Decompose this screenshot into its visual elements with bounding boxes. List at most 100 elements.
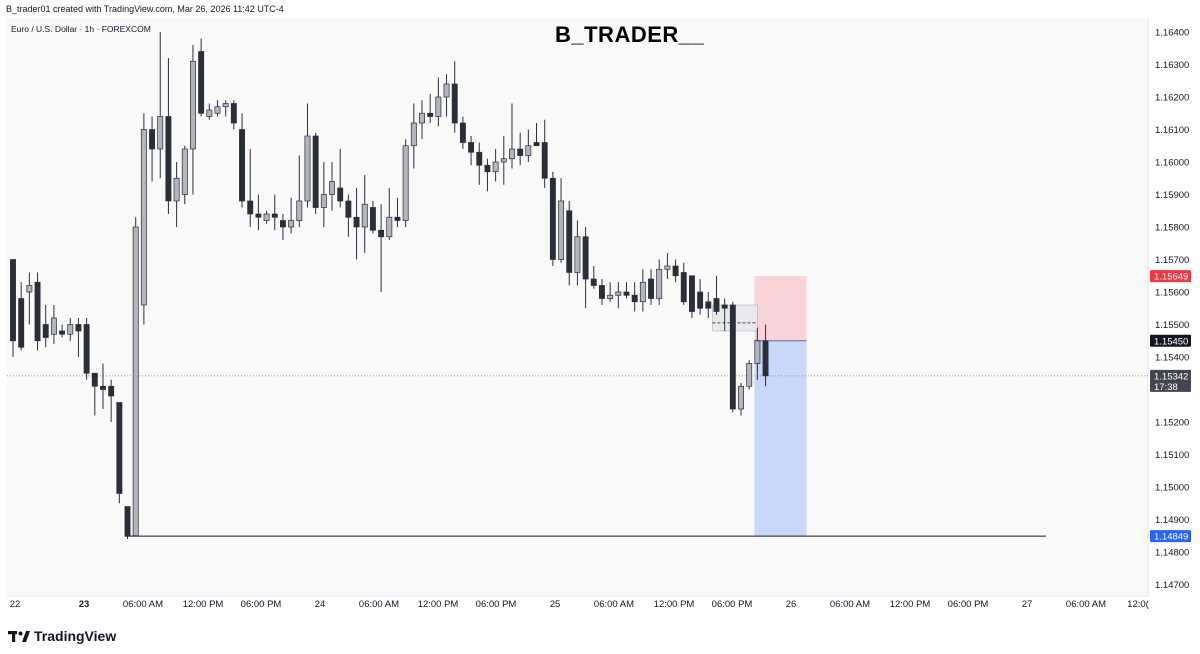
candle-body	[34, 281, 41, 342]
time-tick-label: 12:00 PM	[183, 599, 224, 610]
symbol-legend[interactable]: Euro / U.S. Dollar · 1h · FOREXCOM	[11, 24, 151, 34]
candle	[181, 145, 188, 205]
candle-body	[549, 177, 556, 260]
countdown-label: 17:38	[1154, 382, 1178, 393]
price-tick-label: 1.15100	[1155, 450, 1189, 461]
candle	[247, 149, 254, 227]
candle	[386, 188, 393, 240]
candle-body	[533, 142, 540, 147]
candle	[312, 132, 319, 214]
chart-plot-area[interactable]	[7, 18, 1148, 596]
candle-body	[680, 272, 687, 303]
candle-body	[50, 317, 57, 335]
candle	[509, 103, 515, 169]
candle	[75, 318, 82, 357]
candle-body	[279, 220, 286, 228]
candle-body	[623, 291, 630, 296]
candle-body	[631, 294, 638, 303]
candle	[492, 149, 499, 182]
candle-body	[541, 142, 548, 179]
candle-body	[599, 285, 605, 299]
candle-body	[590, 278, 597, 286]
candle	[353, 188, 360, 260]
candle-body	[271, 213, 278, 218]
candle	[26, 272, 33, 325]
candle	[165, 58, 172, 214]
candle	[100, 363, 106, 409]
candle-body	[181, 148, 188, 195]
candle-body	[255, 213, 262, 218]
candle	[623, 282, 630, 299]
candle-body	[484, 164, 491, 173]
candle	[599, 279, 605, 305]
candle-body	[525, 145, 532, 156]
candle-body	[124, 506, 131, 537]
candle	[42, 305, 49, 348]
candle-body	[746, 363, 753, 387]
candle	[639, 269, 646, 312]
candle	[149, 116, 156, 182]
stop-loss-zone	[754, 276, 807, 341]
candle-body	[149, 129, 156, 150]
candle-body	[132, 226, 139, 537]
candle-body	[697, 291, 704, 309]
price-tick-label: 1.16000	[1155, 158, 1189, 169]
current-price-badge: 1.15342	[1154, 371, 1188, 382]
price-tick-label: 1.15800	[1155, 223, 1189, 234]
candle	[329, 162, 335, 211]
candle	[410, 103, 417, 169]
candle-body	[410, 122, 417, 147]
candle	[574, 220, 581, 286]
candle	[173, 162, 180, 227]
candle	[108, 379, 115, 422]
candle	[419, 100, 425, 140]
price-tick-label: 1.16100	[1155, 125, 1189, 136]
candle	[255, 194, 262, 231]
time-tick-label: 12:0(	[1127, 599, 1149, 610]
time-tick-label: 06:00 PM	[948, 599, 989, 610]
candle-body	[509, 148, 515, 160]
candle	[116, 402, 123, 504]
candle	[427, 93, 434, 123]
candle	[729, 301, 736, 413]
tradingview-brand[interactable]: TradingView	[8, 626, 116, 646]
candle-body	[517, 148, 524, 156]
candle	[607, 282, 614, 302]
candle	[140, 113, 147, 325]
price-tick-label: 1.14800	[1155, 548, 1189, 559]
candle-body	[198, 51, 205, 114]
candle	[214, 100, 221, 117]
candle	[746, 360, 753, 390]
time-tick-label: 25	[550, 599, 561, 610]
candle	[459, 116, 466, 149]
candle-body	[443, 83, 450, 98]
candle-body	[615, 291, 622, 296]
candle-body	[492, 161, 499, 173]
candle	[713, 275, 720, 315]
time-tick-label: 06:00 PM	[476, 599, 517, 610]
candle	[239, 113, 245, 208]
candle	[541, 119, 548, 188]
time-tick-label: 06:00 AM	[123, 599, 163, 610]
candle	[688, 275, 695, 318]
candle-body	[116, 402, 123, 494]
candle	[476, 142, 483, 185]
candle	[279, 214, 286, 240]
time-tick-label: 06:00 AM	[1066, 599, 1106, 610]
candle	[157, 32, 164, 179]
time-tick-label: 23	[79, 599, 90, 610]
candle-body	[558, 200, 565, 260]
top-bar: B_trader01 created with TradingView.com,…	[0, 0, 1200, 18]
candle-body	[296, 200, 303, 221]
time-tick-label: 12:00 PM	[890, 599, 931, 610]
candle	[672, 259, 679, 283]
price-tick-label: 1.15700	[1155, 255, 1189, 266]
candle	[50, 305, 57, 344]
candle-body	[386, 216, 393, 238]
candles	[10, 32, 769, 539]
stop-price-badge: 1.15649	[1154, 272, 1188, 283]
candle	[664, 253, 671, 279]
candle	[680, 262, 687, 305]
time-tick-label: 12:00 PM	[418, 599, 459, 610]
